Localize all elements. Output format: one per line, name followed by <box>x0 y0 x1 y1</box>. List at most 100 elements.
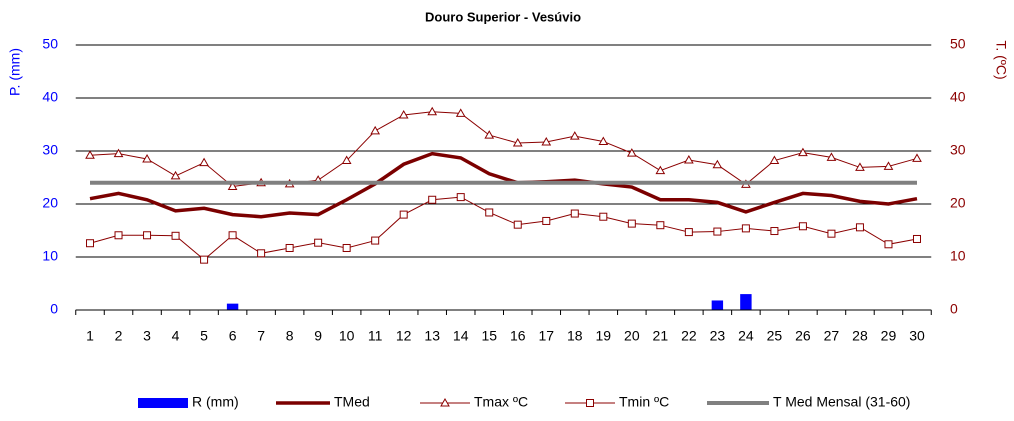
x-tick-label: 26 <box>795 328 811 344</box>
marker <box>626 148 637 157</box>
x-tick-label: 30 <box>909 328 925 344</box>
line <box>89 111 918 188</box>
y-tick-label: 40 <box>42 89 58 105</box>
line <box>89 196 918 261</box>
y-tick-label: 20 <box>42 195 58 211</box>
marker <box>371 236 380 245</box>
x-tick-label: 19 <box>596 328 612 344</box>
marker <box>114 231 123 240</box>
y2-tick-label: 50 <box>950 36 966 52</box>
bar <box>740 294 752 310</box>
marker <box>656 221 665 230</box>
marker <box>912 153 922 162</box>
marker <box>171 231 180 240</box>
marker <box>798 222 807 231</box>
marker <box>456 193 465 202</box>
marker <box>428 195 437 204</box>
x-tick-label: 15 <box>481 328 497 344</box>
y2-axis-title: T. (ºC) <box>993 40 1009 79</box>
x-tick-label: 20 <box>624 328 640 344</box>
x-tick-label: 18 <box>567 328 583 344</box>
x-tick-label: 28 <box>852 328 868 344</box>
x-tick-label: 23 <box>710 328 726 344</box>
marker <box>285 243 294 252</box>
bar <box>711 300 724 310</box>
marker <box>683 155 694 164</box>
marker <box>314 238 323 247</box>
marker <box>741 224 750 233</box>
line <box>89 151 918 219</box>
marker <box>884 240 893 249</box>
x-tick-label: 2 <box>115 328 123 344</box>
marker <box>427 106 438 116</box>
x-tick-label: 6 <box>229 328 237 344</box>
marker <box>341 155 352 165</box>
marker <box>484 130 495 139</box>
marker <box>485 208 494 217</box>
legend-label: Tmin ºC <box>619 394 669 410</box>
marker <box>513 220 522 229</box>
x-tick-label: 4 <box>172 328 180 344</box>
marker <box>713 227 722 236</box>
marker <box>170 170 181 180</box>
marker <box>228 231 237 240</box>
marker <box>770 227 779 236</box>
x-tick-label: 1 <box>86 328 94 344</box>
marker <box>85 150 95 159</box>
x-tick-label: 5 <box>200 328 208 344</box>
marker <box>86 239 95 248</box>
x-tick-label: 13 <box>424 328 440 344</box>
marker <box>398 109 409 119</box>
y-tick-label: 0 <box>50 301 58 317</box>
x-tick-label: 9 <box>314 328 322 344</box>
marker <box>798 147 808 157</box>
x-tick-label: 10 <box>339 328 355 344</box>
x-tick-label: 27 <box>824 328 840 344</box>
legend-label: R (mm) <box>192 394 239 410</box>
marker <box>655 165 666 175</box>
x-tick-label: 25 <box>767 328 783 344</box>
marker <box>142 153 152 163</box>
x-tick-label: 17 <box>538 328 554 344</box>
y2-tick-label: 10 <box>950 248 966 264</box>
legend-label: T Med Mensal (31-60) <box>773 394 910 410</box>
marker <box>827 229 836 238</box>
marker <box>569 131 580 140</box>
y2-tick-label: 30 <box>950 142 966 158</box>
marker <box>370 125 381 135</box>
marker <box>712 159 723 169</box>
marker <box>570 209 579 218</box>
marker <box>541 136 552 146</box>
bar <box>226 303 239 310</box>
marker <box>883 161 894 170</box>
x-tick-label: 29 <box>881 328 897 344</box>
x-tick-label: 8 <box>286 328 294 344</box>
marker <box>598 136 609 145</box>
marker <box>455 108 466 117</box>
y2-tick-label: 40 <box>950 89 966 105</box>
y2-tick-label: 20 <box>950 195 966 211</box>
marker <box>627 219 636 228</box>
x-tick-label: 3 <box>143 328 151 344</box>
x-tick-label: 24 <box>738 328 754 344</box>
legend-swatch <box>138 398 188 408</box>
x-tick-label: 14 <box>453 328 469 344</box>
marker <box>399 210 408 219</box>
marker <box>512 138 523 147</box>
marker <box>912 234 921 243</box>
marker <box>684 228 693 237</box>
legend-marker <box>440 397 450 407</box>
legend-label: TMed <box>334 394 370 410</box>
marker <box>200 255 209 264</box>
marker <box>113 148 124 158</box>
marker <box>826 152 837 161</box>
marker <box>143 231 152 240</box>
x-tick-label: 21 <box>653 328 669 344</box>
chart-title: Douro Superior - Vesúvio <box>425 9 581 24</box>
marker <box>599 212 608 221</box>
y-tick-label: 50 <box>42 36 58 52</box>
marker <box>769 155 780 165</box>
x-tick-label: 11 <box>368 328 383 344</box>
marker <box>342 243 351 252</box>
